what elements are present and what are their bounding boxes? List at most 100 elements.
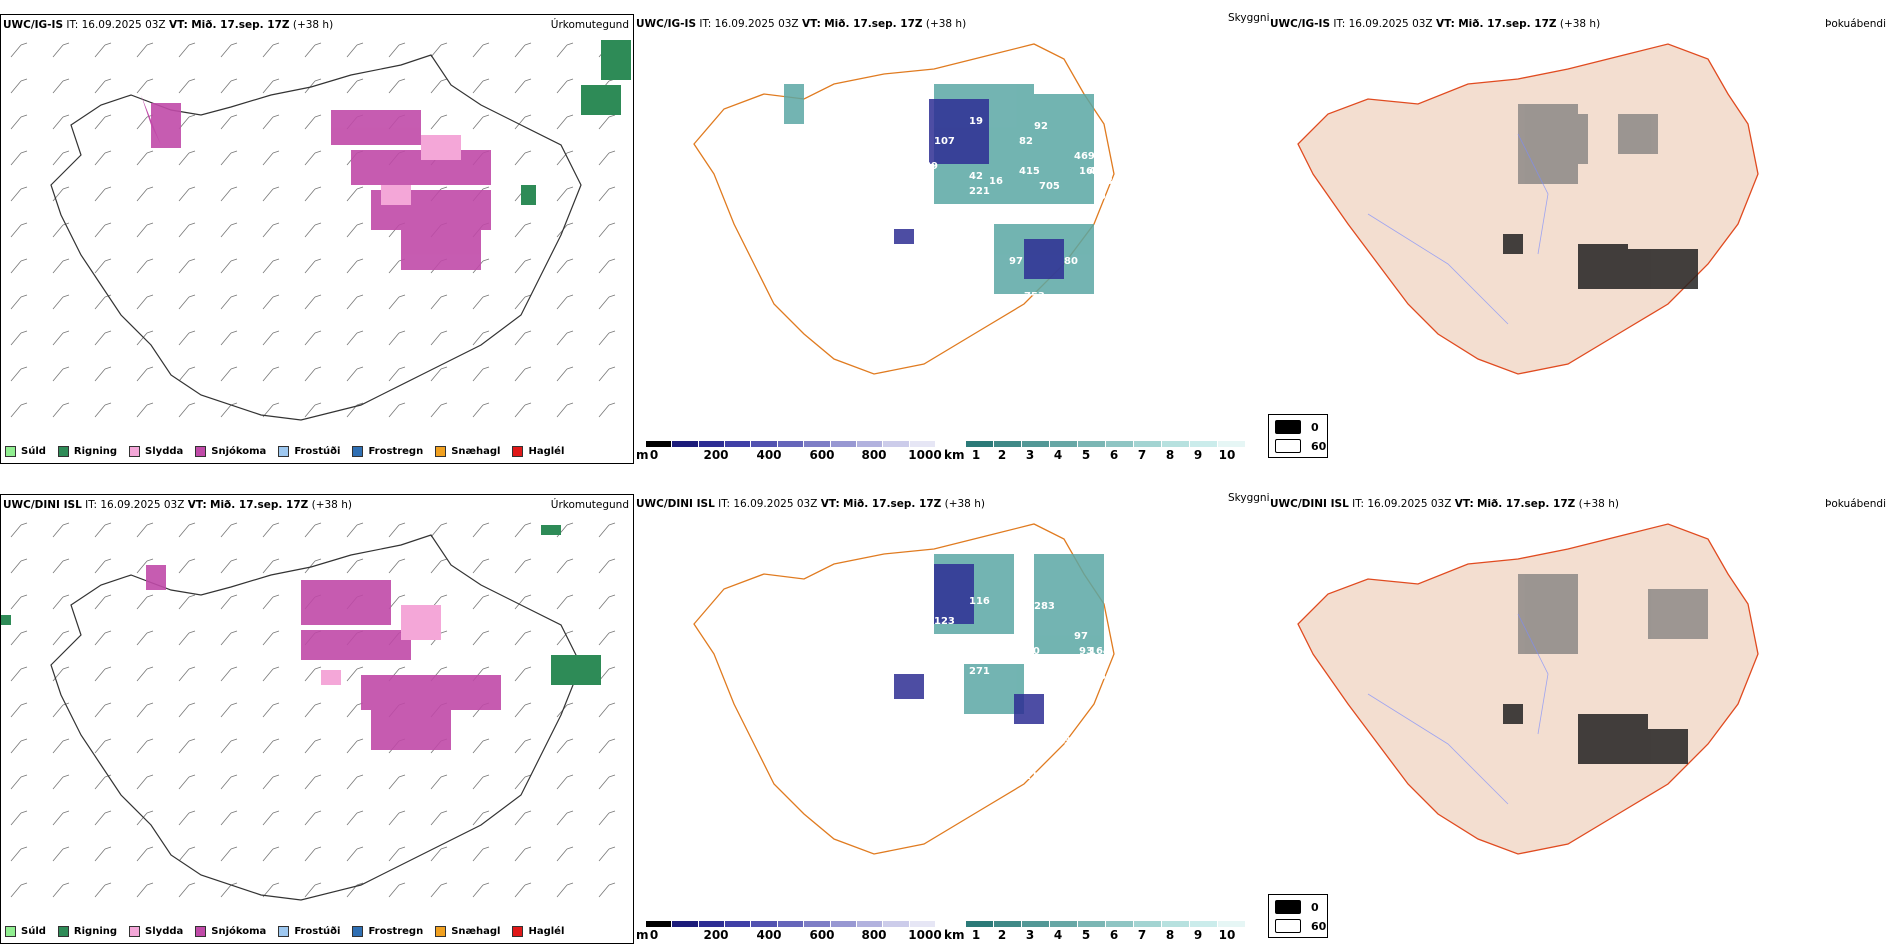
colorbar-segment	[909, 441, 936, 447]
wind-barb	[136, 294, 154, 310]
wind-barb	[10, 42, 28, 58]
wind-barb	[472, 330, 490, 346]
wind-barb	[304, 42, 322, 58]
wind-barb	[220, 666, 238, 682]
legend-swatch	[5, 446, 16, 457]
visibility-value-label: 860	[1019, 646, 1040, 657]
wind-barb	[94, 594, 112, 610]
visibility-value-label: 114	[1109, 666, 1130, 677]
visibility-value-label: 162	[1079, 166, 1100, 177]
wind-barb	[514, 330, 532, 346]
wind-barb	[346, 186, 364, 202]
colorbar-m: m 0 200 400 600 800 1000	[636, 437, 942, 462]
wind-barb	[52, 522, 70, 538]
wind-barb	[514, 222, 532, 238]
wind-barb	[472, 630, 490, 646]
wind-barb	[178, 810, 196, 826]
legend-item: Snæhagl	[435, 446, 500, 457]
wind-barb	[598, 402, 616, 418]
wind-barb	[94, 558, 112, 574]
legend-item: Snjókoma	[195, 446, 266, 457]
visibility-value-label: 97	[1009, 256, 1023, 267]
wind-barb	[388, 78, 406, 94]
wind-barb	[598, 222, 616, 238]
wind-barb	[388, 294, 406, 310]
precip-type-panel-row1: UWC/IG-IS IT: 16.09.2025 03Z VT: Mið. 17…	[0, 14, 634, 464]
wind-barb	[556, 366, 574, 382]
colorbar-tick: 4	[1053, 928, 1063, 942]
wind-barb	[514, 258, 532, 274]
wind-barb	[52, 150, 70, 166]
colorbar-segment	[1078, 441, 1106, 447]
colorbar-tick: 8	[1165, 928, 1175, 942]
wind-barb	[388, 846, 406, 862]
fog-legend: 0 60	[1268, 894, 1328, 938]
visibility-value-label: 415	[1019, 166, 1040, 177]
visibility-value-label: 753	[1024, 291, 1045, 302]
wind-barb	[598, 774, 616, 790]
legend-item: Snjókoma	[195, 926, 266, 937]
wind-barb	[220, 186, 238, 202]
wind-barb	[472, 402, 490, 418]
wind-barb	[598, 558, 616, 574]
wind-barb	[262, 738, 280, 754]
wind-barb	[94, 810, 112, 826]
visibility-value-label: 469	[1074, 151, 1095, 162]
visibility-value-label: 240	[939, 246, 960, 257]
colorbar-segment	[751, 441, 778, 447]
wind-barb	[220, 594, 238, 610]
wind-barb	[472, 594, 490, 610]
wind-barb	[430, 774, 448, 790]
wind-barb	[514, 882, 532, 898]
wind-barb	[220, 330, 238, 346]
legend-item: Slydda	[129, 446, 183, 457]
legend-item: Haglél	[512, 926, 564, 937]
wind-barb	[10, 846, 28, 862]
wind-barb	[304, 366, 322, 382]
wind-barb	[178, 114, 196, 130]
wind-barb	[304, 666, 322, 682]
wind-barb	[556, 42, 574, 58]
wind-barb	[514, 630, 532, 646]
wind-barb	[262, 222, 280, 238]
wind-barb	[388, 558, 406, 574]
visibility-value-label: 123	[934, 616, 955, 627]
colorbar-tick: 10	[1218, 928, 1236, 942]
colorbar-tick: 1	[971, 928, 981, 942]
wind-barb	[262, 630, 280, 646]
legend-item: Slydda	[129, 926, 183, 937]
wind-barb	[94, 666, 112, 682]
fog-panel-row2: UWC/DINI ISL IT: 16.09.2025 03Z VT: Mið.…	[1268, 494, 1900, 944]
visibility-value-label: 134	[1099, 176, 1120, 187]
wind-barb	[514, 366, 532, 382]
legend-item: Rigning	[57, 446, 117, 457]
wind-barb	[598, 330, 616, 346]
wind-barb	[304, 810, 322, 826]
wind-barb	[388, 810, 406, 826]
wind-barb	[304, 258, 322, 274]
wind-barb	[10, 186, 28, 202]
wind-barb	[556, 402, 574, 418]
wind-barb	[262, 702, 280, 718]
visibility-value-label: 79	[939, 726, 953, 737]
wind-barb	[94, 150, 112, 166]
wind-barb	[52, 402, 70, 418]
wind-barb	[514, 666, 532, 682]
wind-barb	[94, 258, 112, 274]
colorbar-segment	[1050, 441, 1078, 447]
wind-barb	[136, 882, 154, 898]
visibility-value-label: 123	[969, 651, 990, 662]
panel-title: UWC/IG-IS IT: 16.09.2025 03Z VT: Mið. 17…	[636, 18, 967, 30]
colorbar-tick: 6	[1109, 448, 1119, 462]
colorbar-segment	[856, 921, 884, 927]
panel-title: UWC/IG-IS IT: 16.09.2025 03Z VT: Mið. 17…	[1270, 18, 1601, 30]
wind-barb	[220, 774, 238, 790]
wind-barb	[598, 258, 616, 274]
colorbar-segment	[1134, 441, 1162, 447]
visibility-value-label: 135	[1009, 736, 1030, 747]
wind-barb	[178, 78, 196, 94]
wind-barb	[178, 522, 196, 538]
wind-barb	[136, 330, 154, 346]
wind-barb	[472, 810, 490, 826]
